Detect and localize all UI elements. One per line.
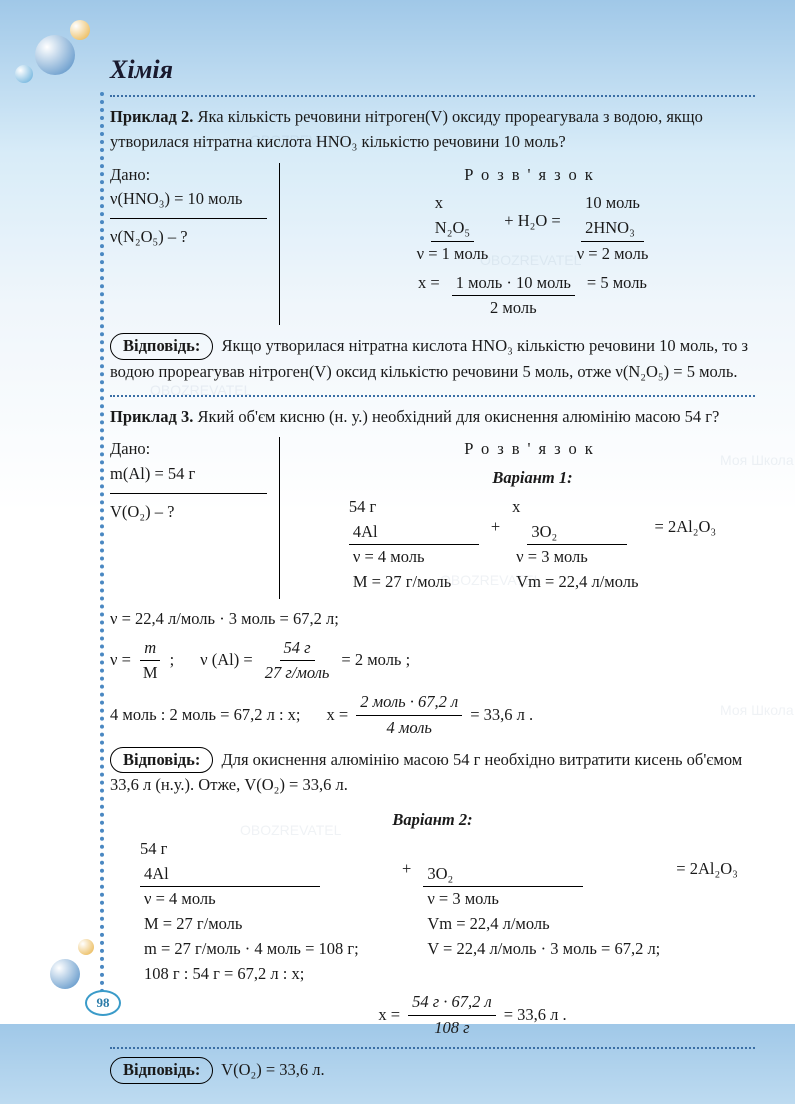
equation-row: 54 г 4Al ν = 4 моль M = 27 г/моль + x 3O… [310, 495, 755, 595]
answer-label: Відповідь: [110, 1057, 213, 1084]
frac-bot: 27 г/моль [261, 661, 334, 686]
equation-row: x N₂O₅ ν = 1 моль + H₂O = 10 моль 2HNO₃ ν … [310, 191, 755, 266]
eq-reagent: 3O₂ [423, 862, 583, 888]
eq-top: x [512, 495, 642, 520]
given-value: m(Al) = 54 г [110, 462, 267, 487]
calc-res: = 2 моль ; [341, 648, 410, 673]
example3-problem: Приклад 3. Який об'єм кисню (н. у.) необ… [110, 405, 755, 430]
dotted-rule [110, 95, 755, 97]
calc-res: = 33,6 л . [470, 703, 533, 728]
frac-bot: M [139, 661, 162, 686]
calc-line: ν = 22,4 л/моль · 3 моль = 67,2 л; [110, 607, 755, 632]
eq-top: 54 г [140, 837, 390, 862]
eq-nu: ν = 2 моль [573, 242, 653, 267]
calc-line: 4 моль : 2 моль = 67,2 л : x; x = 2 моль… [110, 690, 755, 741]
calc-res: = 33,6 л . [504, 1003, 567, 1028]
eq-nu: ν = 3 моль [516, 547, 588, 566]
page-content: Хімія Приклад 2. Яка кількість речовини … [0, 0, 795, 1104]
eq-mass: m = 27 г/моль · 4 моль = 108 г; [144, 939, 359, 958]
example2-problem: Приклад 2. Яка кількість речовини нітрог… [110, 105, 755, 155]
calc-pre: x = [327, 703, 349, 728]
calc-pre: x = [378, 1003, 400, 1028]
frac-top: 54 г · 67,2 л [408, 990, 496, 1016]
eq-product: 2HNO₃ [585, 218, 635, 237]
example3-solution: Дано: m(Al) = 54 г V(O₂) – ? Розв'язок В… [110, 437, 755, 599]
given-value: ν(HNO₃) = 10 моль [110, 187, 267, 212]
example2-answer: Відповідь: Якщо утворилася нітратна кисл… [110, 333, 755, 385]
calc-top: 1 моль · 10 моль [452, 271, 575, 297]
solve-title: Розв'язок [310, 163, 755, 188]
dotted-rule [110, 1047, 755, 1049]
subject-title: Хімія [110, 50, 755, 89]
solve-title: Розв'язок [310, 437, 755, 462]
eq-product: = 2Al₂O₃ [676, 837, 738, 882]
eq-nu: ν = 1 моль [413, 242, 493, 267]
find-value: V(O₂) – ? [110, 500, 267, 525]
variant-title: Варіант 1: [310, 466, 755, 491]
eq-nu: ν = 4 моль [353, 547, 425, 566]
eq-plus: + [491, 495, 500, 540]
page-number: 98 [85, 990, 121, 1016]
eq-plus: + [402, 837, 411, 882]
example3-label: Приклад 3. [110, 407, 193, 426]
given-label: Дано: [110, 437, 267, 462]
given-column: Дано: ν(HNO₃) = 10 моль ν(N₂O₅) – ? [110, 163, 280, 326]
calc-res: = 5 моль [587, 271, 647, 296]
example3-text: Який об'єм кисню (н. у.) необхідний для … [198, 407, 720, 426]
example3-answer2: Відповідь: V(O₂) = 33,6 л. [110, 1057, 755, 1084]
eq-vol: V = 22,4 л/моль · 3 моль = 67,2 л; [427, 939, 660, 958]
answer-label: Відповідь: [110, 747, 213, 774]
eq-molar-vol: Vm = 22,4 л/моль [516, 572, 638, 591]
eq-top: 54 г [349, 495, 479, 520]
calc-row: x = 1 моль · 10 моль 2 моль = 5 моль [310, 271, 755, 322]
eq-molar-mass: M = 27 г/моль [353, 572, 451, 591]
given-label: Дано: [110, 163, 267, 188]
example2-label: Приклад 2. [110, 107, 193, 126]
variant-title: Варіант 2: [110, 808, 755, 833]
eq-reagent: 4Al [349, 520, 479, 546]
frac-top: m [140, 636, 160, 662]
eq-plus: + H₂O = [504, 191, 560, 234]
eq-reagent: 3O₂ [527, 520, 627, 546]
frac-bot: 4 моль [382, 716, 435, 741]
answer-label: Відповідь: [110, 333, 213, 360]
eq-reagent: 4Al [140, 862, 320, 888]
eq-ratio: 108 г : 54 г = 67,2 л : х; [144, 964, 304, 983]
eq-top: 10 моль [585, 193, 640, 212]
dotted-rule [110, 395, 755, 397]
calc-pre: x = [418, 271, 440, 296]
eq-molar-vol: Vm = 22,4 л/моль [427, 914, 549, 933]
eq-reagent: N₂O₅ [435, 218, 470, 237]
eq-nu: ν = 3 моль [427, 889, 499, 908]
answer-text: V(O₂) = 33,6 л. [221, 1060, 325, 1079]
equation-row: 54 г 4Al ν = 4 моль M = 27 г/моль m = 27… [140, 837, 755, 987]
eq-molar-mass: M = 27 г/моль [144, 914, 242, 933]
eq-nu: ν = 4 моль [144, 889, 216, 908]
calc-pre: ν (Al) = [200, 648, 253, 673]
calc-line: x = 54 г · 67,2 л 108 г = 33,6 л . [190, 990, 755, 1041]
calc-line: ν = m M ; ν (Al) = 54 г 27 г/моль = 2 мо… [110, 636, 755, 687]
frac-top: 2 моль · 67,2 л [356, 690, 462, 716]
frac-top: 54 г [280, 636, 315, 662]
calc-bot: 2 моль [486, 296, 541, 321]
example2-solution: Дано: ν(HNO₃) = 10 моль ν(N₂O₅) – ? Розв… [110, 163, 755, 326]
solve-column: Розв'язок Варіант 1: 54 г 4Al ν = 4 моль… [310, 437, 755, 599]
example2-text: Яка кількість речовини нітроген(V) оксид… [110, 107, 703, 151]
sep: ; [170, 648, 175, 673]
example3-answer1: Відповідь: Для окиснення алюмінію масою … [110, 747, 755, 799]
calc-pre: ν = [110, 648, 131, 673]
eq-top: x [435, 193, 443, 212]
frac-bot: 108 г [430, 1016, 473, 1041]
find-value: ν(N₂O₅) – ? [110, 225, 267, 250]
solve-column: Розв'язок x N₂O₅ ν = 1 моль + H₂O = 10 мо… [310, 163, 755, 326]
given-column: Дано: m(Al) = 54 г V(O₂) – ? [110, 437, 280, 599]
eq-product: = 2Al₂O₃ [655, 495, 717, 540]
calc-left: 4 моль : 2 моль = 67,2 л : x; [110, 703, 301, 728]
